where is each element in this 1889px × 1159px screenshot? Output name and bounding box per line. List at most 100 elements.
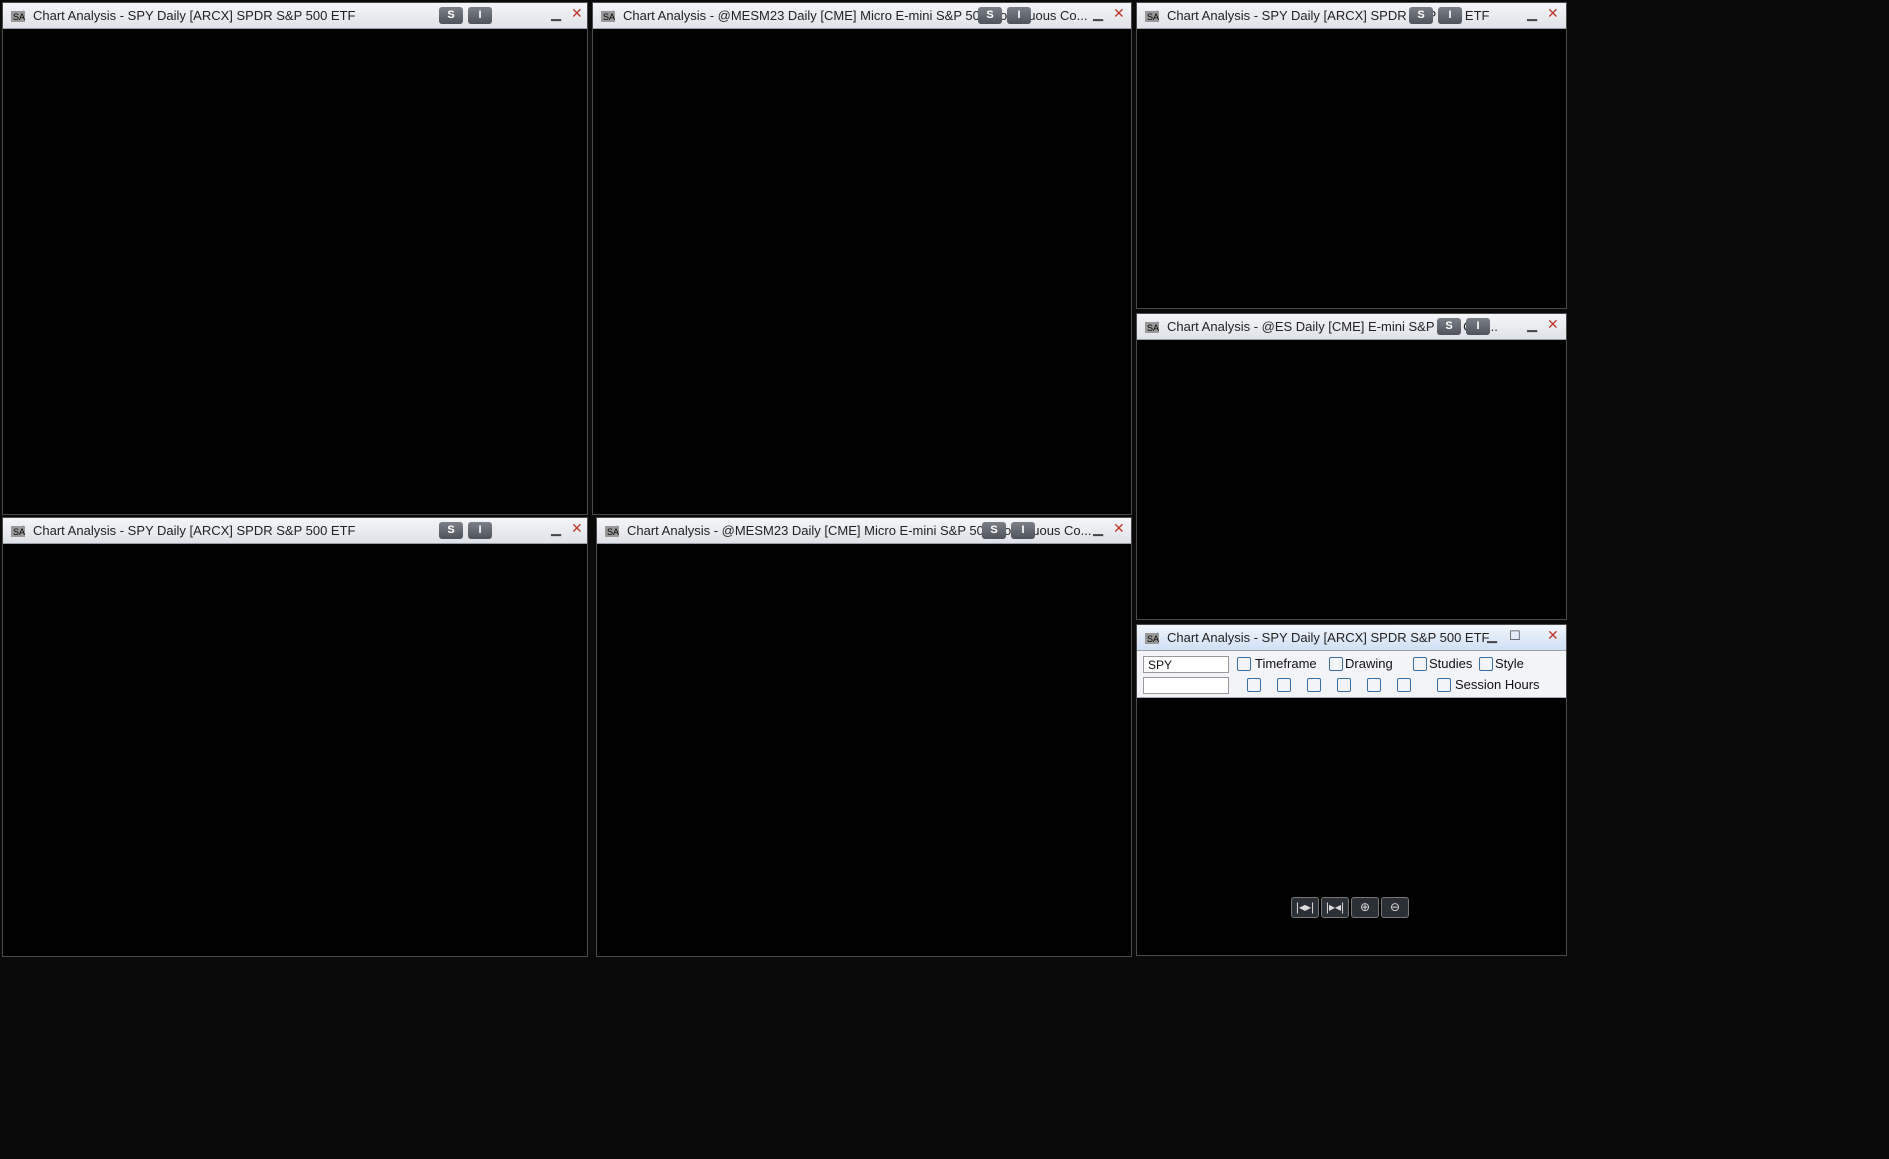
style-icon <box>1479 657 1493 671</box>
minimize-icon[interactable]: ▁ <box>1093 521 1103 536</box>
chart-window-spy-dvds[interactable]: SASPY - Daily ARCX L=405.54 -0.54 -0.13%… <box>2 517 588 957</box>
maximize-icon[interactable]: ☐ <box>1509 628 1521 643</box>
sa-badge-label: SA <box>1147 12 1159 22</box>
scroll-right-button[interactable]: |▸◂| <box>1321 897 1349 918</box>
title-bar[interactable]: SA@MESM23 - Daily CME L=4,085.50 -7.75 -… <box>597 518 1131 544</box>
title-bar[interactable]: SASPY - Daily ARCX L=405.54 -0.54 -0.13%… <box>3 3 587 29</box>
minimize-icon[interactable]: ▁ <box>1093 6 1103 21</box>
minimize-icon[interactable]: ▁ <box>1527 317 1537 332</box>
sa-badge <box>605 526 619 537</box>
sa-badge-label: SA <box>1147 323 1159 333</box>
close-icon[interactable]: ✕ <box>1547 316 1559 332</box>
insert-button[interactable]: I <box>1438 7 1462 24</box>
chart-svg[interactable] <box>1137 29 1566 308</box>
studies-menu[interactable]: Studies <box>1429 656 1473 671</box>
crosshair-icon[interactable] <box>1307 678 1321 692</box>
close-icon[interactable]: ✕ <box>571 520 583 536</box>
insert-button[interactable]: I <box>1011 522 1035 539</box>
chart-window-spy-breakout[interactable]: SASPY - Daily ARCX L=405.54 -0.54 -0.13%… <box>2 2 588 515</box>
chart-plot-area[interactable] <box>1137 29 1566 308</box>
minimize-icon[interactable]: ▁ <box>1487 628 1497 643</box>
zoom-out-icon[interactable]: ⊖ <box>1381 897 1409 918</box>
format-button[interactable]: S <box>439 7 463 24</box>
timeframe-menu[interactable]: Timeframe <box>1255 656 1317 671</box>
chart-plot-area[interactable] <box>597 544 1131 956</box>
chart-svg[interactable] <box>1137 340 1566 619</box>
chart-plot-area[interactable] <box>593 29 1131 514</box>
sa-badge <box>11 526 25 537</box>
chart-app-icon: SA@ES - Daily CME L=4,085.50 -7.75 -0.19… <box>1145 321 1159 333</box>
sa-badge-label: SA <box>13 527 25 537</box>
sa-badge <box>601 11 615 22</box>
layout-icon[interactable] <box>1397 678 1411 692</box>
minimize-icon[interactable]: ▁ <box>551 6 561 21</box>
scroll-left-button[interactable]: |◂▸| <box>1291 897 1319 918</box>
chart-app-icon: SASPY - Daily ARCX L=405.54 -0.54 -0.13%… <box>1145 632 1159 644</box>
title-bar[interactable]: SASPY - Daily ARCX L=405.54 -0.54 -0.13%… <box>3 518 587 544</box>
zoom-in-icon[interactable]: ⊕ <box>1351 897 1379 918</box>
chart-app-icon: SASPY - Daily ARCX L=405.54 -0.54 -0.13%… <box>11 525 25 537</box>
toolbar-tool-icon[interactable] <box>1247 678 1261 692</box>
symbol-input[interactable]: SPY <box>1143 656 1229 673</box>
window-title: Chart Analysis - SPY Daily [ARCX] SPDR S… <box>33 523 356 538</box>
format-button[interactable]: S <box>982 522 1006 539</box>
session-icon <box>1437 678 1451 692</box>
timeframe-icon <box>1237 657 1251 671</box>
interval-input[interactable] <box>1143 677 1229 694</box>
chart-svg[interactable] <box>3 29 587 514</box>
chart-plot-area[interactable] <box>3 544 587 956</box>
style-menu[interactable]: Style <box>1495 656 1524 671</box>
sa-badge <box>1145 633 1159 644</box>
chart-svg[interactable] <box>3 544 587 956</box>
chart-window-spy-trend[interactable]: SASPY - Daily ARCX L=405.54 -0.54 -0.13%… <box>1136 2 1567 309</box>
chart-plot-area[interactable] <box>3 29 587 514</box>
insert-button[interactable]: I <box>1007 7 1031 24</box>
chart-app-icon: SA@MESM23 - Daily CME L=4,085.50 -7.75 -… <box>605 525 619 537</box>
window-title: Chart Analysis - SPY Daily [ARCX] SPDR S… <box>1167 8 1490 23</box>
title-bar[interactable]: SA@ES - Daily CME L=4,085.50 -7.75 -0.19… <box>1137 314 1566 340</box>
chart-svg[interactable] <box>597 544 1131 956</box>
sa-badge-label: SA <box>607 527 619 537</box>
chart-window-es-trend[interactable]: SA@ES - Daily CME L=4,085.50 -7.75 -0.19… <box>1136 313 1567 620</box>
chart-toolbar: SPY Timeframe Drawing Studies Style Sess… <box>1137 651 1566 698</box>
insert-button[interactable]: I <box>468 522 492 539</box>
close-icon[interactable]: ✕ <box>1547 5 1559 21</box>
sa-badge <box>11 11 25 22</box>
title-bar[interactable]: SASPY - Daily ARCX L=405.54 -0.54 -0.13%… <box>1137 3 1566 29</box>
format-button[interactable]: S <box>1437 318 1461 335</box>
title-bar[interactable]: SASPY - Daily ARCX L=405.54 -0.54 -0.13%… <box>1137 625 1566 651</box>
window-title: Chart Analysis - SPY Daily [ARCX] SPDR S… <box>1167 630 1490 645</box>
insert-button[interactable]: I <box>1466 318 1490 335</box>
title-bar[interactable]: SA@MESM23 - Daily CME L=4,085.50 -7.75 -… <box>593 3 1131 29</box>
chart-plot-area[interactable] <box>1137 340 1566 619</box>
magnifier-icon[interactable] <box>1277 678 1291 692</box>
window-title: Chart Analysis - @ES Daily [CME] E-mini … <box>1167 319 1498 334</box>
window-title: Chart Analysis - @MESM23 Daily [CME] Mic… <box>623 8 1088 23</box>
drawing-icon <box>1329 657 1343 671</box>
minimize-icon[interactable]: ▁ <box>551 521 561 536</box>
format-button[interactable]: S <box>978 7 1002 24</box>
close-icon[interactable]: ✕ <box>571 5 583 21</box>
insert-button[interactable]: I <box>468 7 492 24</box>
minimize-icon[interactable]: ▁ <box>1527 6 1537 21</box>
chart-window-spy-qe-bts[interactable]: SASPY - Daily ARCX L=405.54 -0.54 -0.13%… <box>1136 624 1567 956</box>
sa-badge <box>1145 11 1159 22</box>
chart-app-icon: SA@MESM23 - Daily CME L=4,085.50 -7.75 -… <box>601 10 615 22</box>
close-icon[interactable]: ✕ <box>1547 627 1559 643</box>
chart-window-mes-breakout[interactable]: SA@MESM23 - Daily CME L=4,085.50 -7.75 -… <box>592 2 1132 515</box>
sa-badge <box>1145 322 1159 333</box>
chart-app-icon: SASPY - Daily ARCX L=405.54 -0.54 -0.13%… <box>1145 10 1159 22</box>
window-title: Chart Analysis - @MESM23 Daily [CME] Mic… <box>627 523 1092 538</box>
chart-svg[interactable] <box>593 29 1131 514</box>
close-icon[interactable]: ✕ <box>1113 5 1125 21</box>
chart-type-icon[interactable] <box>1337 678 1351 692</box>
chart-app-icon: SASPY - Daily ARCX L=405.54 -0.54 -0.13%… <box>11 10 25 22</box>
indicator-icon[interactable] <box>1367 678 1381 692</box>
sa-badge-label: SA <box>13 12 25 22</box>
drawing-menu[interactable]: Drawing <box>1345 656 1393 671</box>
format-button[interactable]: S <box>439 522 463 539</box>
format-button[interactable]: S <box>1409 7 1433 24</box>
chart-window-mes-dvds[interactable]: SA@MESM23 - Daily CME L=4,085.50 -7.75 -… <box>596 517 1132 957</box>
close-icon[interactable]: ✕ <box>1113 520 1125 536</box>
session-hours-menu[interactable]: Session Hours <box>1455 677 1540 692</box>
